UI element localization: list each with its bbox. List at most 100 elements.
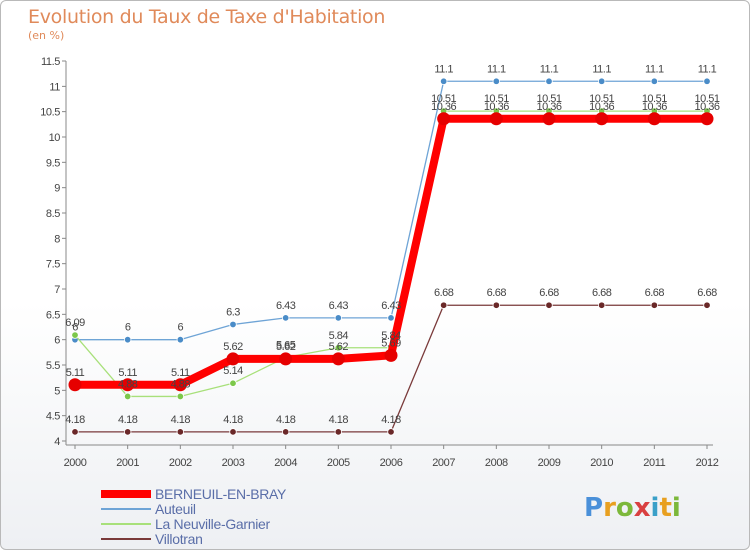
data-label-berneuil-en-bray: 10.36 bbox=[642, 101, 667, 113]
data-label-la-neuville-garnier: 10.51 bbox=[484, 93, 509, 105]
legend-swatch bbox=[101, 508, 151, 510]
x-tick-label: 2010 bbox=[590, 457, 613, 469]
data-label-la-neuville-garnier: 5.14 bbox=[223, 365, 243, 377]
y-tick-label: 4 bbox=[54, 436, 60, 448]
logo-letter: r bbox=[603, 493, 616, 523]
data-point-villotran bbox=[597, 301, 606, 309]
y-tick-label: 8 bbox=[54, 233, 60, 245]
data-label-villotran: 4.18 bbox=[276, 414, 296, 426]
data-point-berneuil-en-bray bbox=[279, 352, 293, 366]
x-tick-label: 2002 bbox=[169, 457, 192, 469]
data-point-berneuil-en-bray bbox=[384, 348, 398, 362]
y-tick-label: 9 bbox=[54, 183, 60, 195]
data-point-villotran bbox=[123, 428, 132, 436]
data-label-auteuil: 11.1 bbox=[540, 63, 559, 75]
data-point-villotran bbox=[387, 428, 395, 436]
data-point-auteuil bbox=[545, 77, 553, 85]
data-label-villotran: 6.68 bbox=[434, 287, 454, 299]
legend-label: La Neuville-Garnier bbox=[155, 516, 270, 532]
logo-letter: o bbox=[615, 493, 634, 523]
y-tick-label: 6.5 bbox=[46, 309, 60, 321]
data-point-berneuil-en-bray bbox=[331, 352, 345, 366]
data-label-villotran: 6.68 bbox=[539, 287, 559, 299]
data-label-villotran: 4.18 bbox=[223, 414, 243, 426]
data-point-la-neuville-garnier bbox=[229, 379, 237, 387]
data-label-auteuil: 11.1 bbox=[592, 63, 611, 75]
legend-item: Villotran bbox=[101, 531, 203, 547]
series-line-villotran bbox=[74, 304, 708, 433]
data-label-la-neuville-garnier: 10.51 bbox=[694, 93, 719, 105]
data-point-auteuil bbox=[650, 77, 659, 85]
data-point-berneuil-en-bray bbox=[68, 378, 82, 392]
data-label-auteuil: 6 bbox=[72, 322, 78, 334]
data-point-auteuil bbox=[492, 77, 501, 85]
data-label-villotran: 6.68 bbox=[697, 287, 717, 299]
x-tick-label: 2003 bbox=[222, 457, 245, 469]
data-point-villotran bbox=[71, 428, 79, 436]
data-label-auteuil: 6.43 bbox=[329, 300, 349, 312]
data-label-villotran: 4.18 bbox=[171, 414, 191, 426]
x-tick-label: 2001 bbox=[116, 457, 139, 469]
data-point-auteuil bbox=[229, 320, 237, 329]
data-label-la-neuville-garnier: 4.88 bbox=[118, 378, 138, 390]
legend-label: Villotran bbox=[155, 531, 203, 547]
data-label-villotran: 4.18 bbox=[381, 414, 401, 426]
data-point-villotran bbox=[281, 428, 290, 436]
x-tick-label: 2009 bbox=[538, 457, 561, 469]
data-label-la-neuville-garnier: 10.51 bbox=[431, 93, 456, 105]
data-label-la-neuville-garnier: 10.51 bbox=[536, 93, 561, 105]
data-point-auteuil bbox=[703, 77, 711, 85]
data-label-la-neuville-garnier: 10.51 bbox=[589, 93, 614, 105]
x-tick-label: 2006 bbox=[380, 457, 403, 469]
data-point-villotran bbox=[492, 301, 501, 309]
data-label-berneuil-en-bray: 10.36 bbox=[484, 101, 509, 113]
data-point-berneuil-en-bray bbox=[542, 112, 556, 126]
data-point-villotran bbox=[650, 301, 659, 309]
data-label-villotran: 6.68 bbox=[645, 287, 665, 299]
data-label-auteuil: 6.3 bbox=[226, 306, 240, 318]
data-point-la-neuville-garnier bbox=[71, 331, 79, 339]
data-point-auteuil bbox=[387, 314, 395, 322]
legend-item: Auteuil bbox=[101, 501, 196, 517]
y-tick-label: 7 bbox=[54, 284, 60, 296]
data-label-berneuil-en-bray: 10.36 bbox=[589, 101, 614, 113]
data-label-berneuil-en-bray: 10.36 bbox=[431, 101, 456, 113]
logo-letter: P bbox=[584, 493, 604, 523]
x-tick-label: 2004 bbox=[274, 457, 297, 469]
data-label-auteuil: 6.43 bbox=[276, 300, 296, 312]
data-label-villotran: 6.68 bbox=[487, 287, 507, 299]
y-tick-label: 10.5 bbox=[40, 107, 60, 119]
data-point-auteuil bbox=[439, 77, 448, 85]
data-label-villotran: 4.18 bbox=[118, 414, 138, 426]
data-label-auteuil: 6 bbox=[178, 322, 184, 334]
data-label-villotran: 6.68 bbox=[592, 287, 612, 299]
data-label-auteuil: 11.1 bbox=[434, 63, 453, 75]
data-label-la-neuville-garnier: 5.65 bbox=[276, 339, 296, 351]
data-point-berneuil-en-bray bbox=[647, 112, 661, 126]
x-tick-label: 2012 bbox=[696, 457, 719, 469]
data-label-berneuil-en-bray: 5.62 bbox=[276, 341, 296, 353]
chart-title: Evolution du Taux de Taxe d'Habitation bbox=[28, 6, 386, 28]
data-point-berneuil-en-bray bbox=[489, 112, 503, 126]
x-tick-label: 2011 bbox=[643, 457, 665, 469]
data-label-berneuil-en-bray: 5.69 bbox=[381, 337, 401, 349]
data-label-auteuil: 11.1 bbox=[698, 63, 717, 75]
data-label-berneuil-en-bray: 5.11 bbox=[171, 367, 190, 379]
data-point-villotran bbox=[545, 301, 553, 309]
y-tick-label: 5.5 bbox=[46, 360, 60, 372]
data-point-auteuil bbox=[123, 335, 132, 344]
data-point-la-neuville-garnier bbox=[176, 392, 185, 401]
data-label-berneuil-en-bray: 10.36 bbox=[536, 101, 561, 113]
legend-swatch bbox=[101, 490, 151, 498]
data-point-villotran bbox=[229, 428, 237, 436]
data-point-berneuil-en-bray bbox=[700, 112, 714, 126]
y-tick-label: 7.5 bbox=[46, 259, 60, 271]
data-point-berneuil-en-bray bbox=[437, 112, 451, 126]
y-tick-label: 8.5 bbox=[46, 208, 60, 220]
data-label-la-neuville-garnier: 5.84 bbox=[329, 330, 349, 342]
y-tick-label: 9.5 bbox=[46, 157, 60, 169]
x-tick-label: 2005 bbox=[327, 457, 350, 469]
data-point-villotran bbox=[703, 301, 711, 309]
